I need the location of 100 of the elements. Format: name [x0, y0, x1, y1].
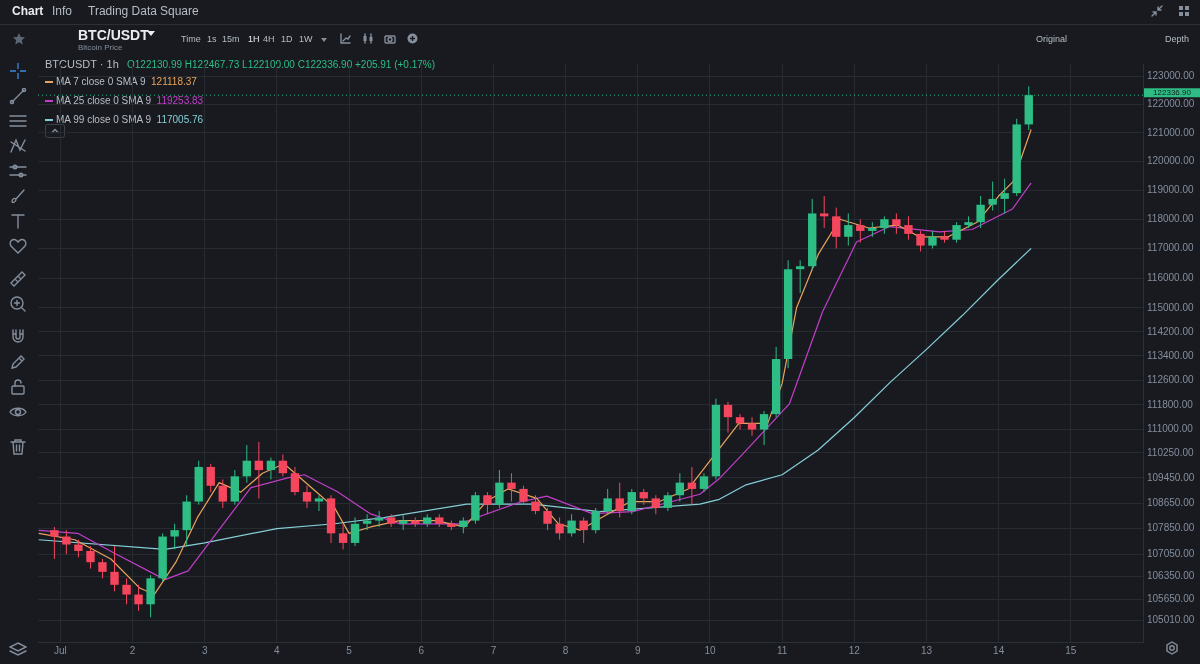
- x-tick-label: 11: [776, 644, 788, 656]
- y-tick-label: 105010.00: [1147, 614, 1195, 626]
- x-tick-label: 7: [490, 644, 497, 656]
- chart-title: BTC/USDT: [78, 27, 149, 43]
- text: 15m: [222, 34, 240, 44]
- text: Original: [1036, 34, 1068, 44]
- text: Depth: [1165, 34, 1190, 44]
- text: 4H: [263, 34, 275, 44]
- y-tick-label: 105650.00: [1147, 593, 1195, 605]
- text: Chart: [12, 4, 44, 18]
- candlestick: [507, 472, 516, 503]
- y-tick-label: 107050.00: [1147, 547, 1195, 559]
- candlestick: [759, 410, 769, 446]
- y-tick-label: 118000.00: [1147, 213, 1194, 225]
- candlestick: [591, 507, 600, 534]
- y-tick-label: 122000.00: [1147, 98, 1195, 110]
- text: Time: [181, 34, 201, 44]
- candlestick: [663, 491, 673, 512]
- annotation: 121118.37: [150, 76, 197, 87]
- candlestick: [206, 463, 215, 493]
- candlestick: [98, 558, 107, 579]
- candlestick: [892, 212, 901, 235]
- candlestick: [110, 545, 119, 592]
- candlestick: [338, 523, 348, 550]
- x-tick-label: 3: [201, 644, 208, 656]
- y-tick-label: 111800.00: [1147, 398, 1194, 410]
- x-tick-label: 13: [920, 644, 933, 656]
- annotation: 119253.83: [155, 95, 204, 106]
- y-tick-label: 107850.00: [1147, 522, 1195, 534]
- candlestick: [988, 181, 997, 212]
- text: 1D: [281, 34, 293, 44]
- candlestick: [170, 523, 179, 550]
- candlestick: [904, 215, 913, 241]
- candlestick: [86, 545, 95, 570]
- candlestick: [62, 529, 71, 555]
- candlestick: [651, 494, 661, 515]
- x-tick-label: 2: [129, 644, 136, 656]
- text: Square: [160, 4, 199, 18]
- candlestick: [1000, 178, 1009, 214]
- candlestick: [531, 494, 540, 515]
- y-tick-label: 120000.00: [1147, 155, 1195, 167]
- candlestick: [290, 466, 300, 496]
- candlestick: [218, 478, 227, 509]
- text: 1H: [248, 34, 260, 44]
- text: Info: [52, 4, 73, 18]
- x-tick-label: 10: [704, 644, 716, 656]
- y-tick-label: 119000.00: [1147, 183, 1194, 195]
- candlestick: [543, 507, 552, 531]
- y-tick-label: 113400.00: [1147, 349, 1194, 361]
- annotation: BTCUSDT · 1h: [45, 58, 119, 70]
- candlestick: [350, 516, 360, 547]
- y-tick-label: 121000.00: [1147, 126, 1195, 138]
- candlestick: [134, 584, 143, 612]
- candlestick: [916, 230, 925, 252]
- x-tick-label: 12: [848, 644, 861, 656]
- candlestick: [483, 491, 492, 515]
- y-tick-label: 117000.00: [1147, 242, 1194, 254]
- candlestick: [302, 485, 312, 509]
- y-tick-label: 110250.00: [1147, 446, 1194, 458]
- candlestick: [266, 457, 276, 480]
- y-tick-label: 108650.00: [1147, 496, 1195, 508]
- candlestick: [495, 469, 504, 509]
- candlestick: [735, 413, 745, 431]
- text: 1s: [207, 34, 217, 44]
- annotation: O122130.99 H122467.73 L122100.00 C122336.90 +205.91 (+0.17%): [127, 59, 436, 70]
- x-tick-label: 9: [634, 644, 641, 656]
- x-tick-label: 6: [418, 644, 425, 656]
- ref-line-label: 122336.90: [1153, 87, 1192, 97]
- x-tick-label: 15: [1065, 644, 1077, 656]
- candlestick: [675, 472, 685, 503]
- y-tick-label: 114200.00: [1147, 325, 1194, 337]
- candlestick: [844, 212, 853, 247]
- x-tick-label: 5: [346, 644, 353, 656]
- text: Trading Data: [88, 4, 157, 18]
- candlestick: [254, 441, 264, 499]
- candlestick: [795, 259, 805, 294]
- annotation: 117005.76: [155, 114, 204, 125]
- y-tick-label: 106350.00: [1147, 570, 1195, 582]
- candlestick: [519, 485, 528, 506]
- text: 1W: [299, 34, 313, 44]
- candlestick: [314, 494, 324, 512]
- y-tick-label: 112600.00: [1147, 374, 1194, 386]
- candlestick: [603, 488, 612, 515]
- legend-label: MA 99 close 0 SMA 9: [56, 114, 152, 125]
- x-tick-label: Jul: [53, 644, 67, 656]
- candlestick: [952, 221, 961, 244]
- x-tick-label: 8: [562, 644, 569, 656]
- candlestick: [579, 516, 588, 544]
- candlestick: [615, 482, 624, 518]
- candlestick: [723, 401, 733, 434]
- y-tick-label: 109450.00: [1147, 471, 1195, 483]
- candlestick: [976, 195, 985, 229]
- x-tick-label: 14: [993, 644, 1005, 656]
- candlestick: [627, 488, 636, 515]
- chart-subtitle: Bitcoin Price: [78, 43, 123, 52]
- candlestick: [50, 526, 59, 560]
- candlestick: [820, 195, 829, 229]
- candlestick: [699, 472, 709, 493]
- y-tick-label: 111000.00: [1147, 423, 1194, 435]
- y-tick-label: 116000.00: [1147, 271, 1194, 283]
